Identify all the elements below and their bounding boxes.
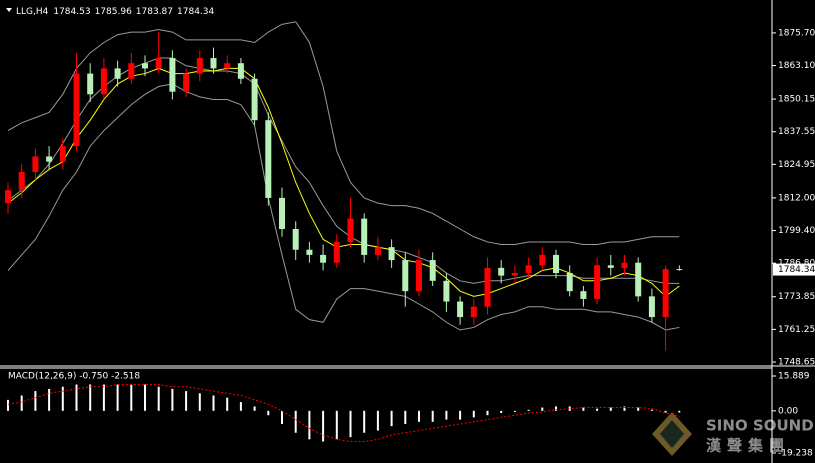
candle-body (320, 254, 327, 263)
candle-body (566, 273, 573, 292)
candle-body (662, 269, 669, 318)
candle-body (621, 262, 628, 268)
candle-body (388, 247, 395, 261)
y-tick-label: 15.889 (778, 372, 810, 382)
y-tick-label: 1875.70 (778, 28, 815, 38)
y-tick-label: 1812.00 (778, 193, 815, 203)
candle-body (525, 265, 532, 274)
candle-body (511, 273, 518, 276)
candle-body (128, 63, 135, 79)
open: 1784.53 (53, 7, 90, 17)
candle-body (333, 241, 340, 263)
candle-body (169, 58, 176, 92)
candle-body (100, 68, 107, 95)
candle-body (361, 218, 368, 255)
line-upper (7, 21, 680, 246)
brand-chinese: 漢聲集團 (706, 437, 790, 455)
candle-body (635, 262, 642, 297)
candle-body (429, 260, 436, 281)
candle-body (484, 267, 491, 307)
y-tick-label: 1773.85 (778, 292, 815, 302)
candle-body (306, 249, 313, 255)
candle-body (539, 254, 546, 266)
candle-body (374, 247, 381, 255)
candle-body (292, 228, 299, 250)
y-tick-label: 1761.25 (778, 325, 815, 335)
candle-body (607, 265, 614, 268)
line-ma (7, 67, 680, 298)
candle-body (402, 260, 409, 292)
candle-body (443, 280, 450, 302)
menu-arrow[interactable] (6, 8, 12, 12)
close: 1784.34 (177, 7, 214, 17)
candle-body (183, 73, 190, 92)
watermark: SINO SOUND 漢聲集團 (652, 412, 814, 456)
candle-body (279, 197, 285, 229)
candle-body (196, 58, 203, 74)
brand: SINO SOUND (706, 417, 814, 435)
y-tick-label: -19.238 (778, 449, 813, 459)
candle-body (32, 156, 39, 173)
candle-body (87, 73, 94, 95)
candle-body (155, 58, 162, 69)
candle-body (18, 172, 25, 191)
candle-body (210, 58, 217, 69)
macd-title: MACD(12,26,9) -0.750 -2.518 (8, 372, 140, 382)
header: LLG,H4 1784.53 1785.96 1783.87 1784.34 (16, 7, 215, 17)
candle-body (73, 73, 80, 147)
candle-body (224, 63, 231, 69)
line-signal (7, 384, 680, 443)
candle-body (251, 78, 258, 121)
candle-body (142, 63, 148, 69)
y-tick-label: 1850.15 (778, 95, 815, 105)
candle-body (553, 254, 559, 274)
price-label-box (773, 263, 815, 276)
candle-body (457, 301, 464, 318)
candle-body (416, 260, 422, 292)
candle-body (59, 146, 66, 162)
y-tick-label: 1799.40 (778, 226, 815, 236)
candle-body (498, 267, 505, 276)
candle-body (347, 218, 354, 242)
current-price: 1784.34 (778, 265, 815, 275)
candle-body (114, 68, 121, 79)
candle-body (470, 306, 477, 318)
candle-body (648, 296, 655, 318)
y-tick-label: 1824.95 (778, 160, 815, 170)
candle-body (5, 190, 11, 204)
line-lower (7, 83, 680, 331)
y-tick-label: 1748.65 (778, 358, 815, 368)
candle-body (265, 120, 272, 198)
candle-body (580, 291, 587, 299)
low: 1783.87 (136, 7, 173, 17)
y-tick-label: 1837.55 (778, 127, 815, 137)
logo (660, 420, 684, 448)
y-tick-label: 0.00 (778, 406, 798, 416)
candle-body (676, 269, 683, 271)
candle-body (594, 265, 601, 299)
candle-body (237, 63, 244, 79)
candle-body (46, 156, 53, 162)
y-tick-label: 1863.10 (778, 61, 815, 71)
high: 1785.96 (95, 7, 132, 17)
symbol: LLG,H4 (16, 7, 49, 17)
